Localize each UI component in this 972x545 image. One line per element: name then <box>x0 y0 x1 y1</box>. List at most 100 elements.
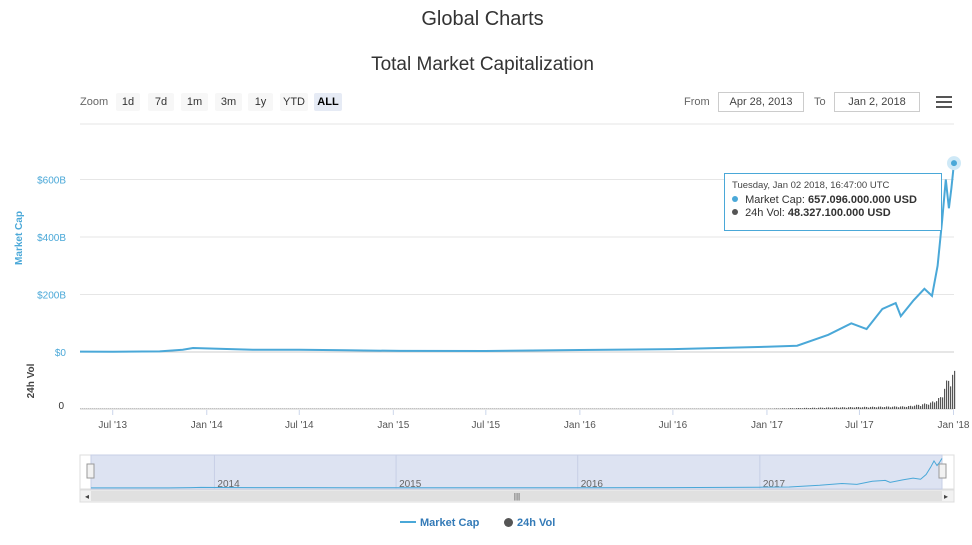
volume-bar <box>896 406 898 409</box>
volume-bar <box>924 403 926 409</box>
hamburger-menu-icon[interactable] <box>936 96 952 110</box>
tooltip-market-cap-label: Market Cap: <box>745 194 805 206</box>
volume-bar <box>838 407 840 409</box>
volume-bar <box>824 407 826 409</box>
volume-bar <box>906 406 908 409</box>
volume-bar <box>910 405 912 409</box>
legend-item-market-cap[interactable]: Market Cap <box>400 517 479 529</box>
volume-bar <box>884 407 886 409</box>
volume-bar <box>868 407 870 409</box>
volume-bar <box>902 406 904 409</box>
volume-bar <box>848 407 850 409</box>
scroll-left-arrow-icon[interactable]: ◂ <box>85 492 89 501</box>
legend-item-24h-vol[interactable]: 24h Vol <box>504 517 555 529</box>
volume-bar <box>806 407 808 409</box>
volume-bar <box>800 408 802 409</box>
volume-bar <box>878 406 880 409</box>
volume-bar <box>892 406 894 409</box>
volume-bar <box>866 406 868 409</box>
scrollbar-grip-icon: ||| <box>514 492 520 501</box>
x-tick-label: Jul '14 <box>285 420 314 431</box>
volume-bar <box>774 408 776 409</box>
volume-bar <box>812 407 814 409</box>
zoom-3m-button[interactable]: 3m <box>215 93 242 111</box>
volume-bar <box>858 406 860 409</box>
volume-bar <box>938 398 940 409</box>
navigator-label: 2015 <box>399 479 422 490</box>
volume-bar <box>826 407 828 409</box>
chart-title: Total Market Capitalization <box>371 54 594 75</box>
to-label: To <box>814 96 826 108</box>
x-tick-label: Jan '14 <box>191 420 223 431</box>
zoom-7d-button[interactable]: 7d <box>148 93 174 111</box>
volume-bar <box>898 407 900 409</box>
volume-bar <box>830 407 832 409</box>
volume-bar <box>860 407 862 409</box>
volume-bar <box>822 407 824 409</box>
volume-bar <box>908 406 910 409</box>
volume-bar <box>840 407 842 409</box>
zoom-1d-button[interactable]: 1d <box>116 93 140 111</box>
navigator-label: 2014 <box>217 479 240 490</box>
zoom-1y-button[interactable]: 1y <box>248 93 273 111</box>
volume-bar <box>828 407 830 409</box>
volume-bar <box>852 407 854 409</box>
scrollbar-thumb[interactable] <box>91 491 942 501</box>
volume-bar <box>874 407 876 409</box>
y-axis-title: Market Cap <box>14 211 25 265</box>
volume-bar <box>784 408 786 409</box>
volume-bar <box>890 407 892 409</box>
market-cap-dot-icon <box>732 196 738 202</box>
volume-bar <box>836 407 838 409</box>
y-tick-label: $600B <box>37 176 66 187</box>
x-tick-label: Jul '13 <box>98 420 127 431</box>
volume-bar <box>850 407 852 409</box>
navigator-label: 2016 <box>581 479 604 490</box>
volume-bar <box>862 407 864 409</box>
x-tick-label: Jul '16 <box>659 420 688 431</box>
market-cap-legend-icon <box>400 521 416 523</box>
page-title: Global Charts <box>421 8 544 30</box>
volume-bar <box>776 408 778 409</box>
zoom-all-button[interactable]: ALL <box>314 93 342 111</box>
volume-legend-icon <box>504 518 513 527</box>
x-tick-label: Jan '16 <box>564 420 596 431</box>
from-date-input[interactable]: Apr 28, 2013 <box>718 92 804 112</box>
from-label: From <box>684 96 710 108</box>
navigator-left-handle[interactable] <box>86 463 95 479</box>
volume-bar <box>922 404 924 409</box>
volume-bar <box>820 407 822 409</box>
volume-bar <box>864 406 866 409</box>
tooltip-market-cap-value: 657.096.000.000 USD <box>808 194 917 206</box>
x-tick-label: Jan '15 <box>377 420 409 431</box>
volume-bar <box>888 406 890 409</box>
scroll-right-arrow-icon[interactable]: ▸ <box>944 492 948 501</box>
navigator-right-handle[interactable] <box>938 463 947 479</box>
x-axis: Jul '13 Jan '14 Jul '14 Jan '15 Jul '15 Jan '… <box>98 410 970 431</box>
volume-bar <box>946 380 948 409</box>
zoom-1m-button[interactable]: 1m <box>181 93 208 111</box>
x-tick-label: Jan '17 <box>751 420 783 431</box>
volume-bar <box>886 406 888 409</box>
volume-bar <box>882 407 884 409</box>
volume-bar <box>842 407 844 409</box>
volume-dot-icon <box>732 209 738 215</box>
volume-bar <box>834 407 836 409</box>
volume-bar <box>804 407 806 409</box>
volume-bar <box>814 407 816 409</box>
chart-grid <box>80 123 954 410</box>
y2-axis-title: 24h Vol <box>26 363 37 398</box>
volume-bar <box>816 408 818 409</box>
to-date-input[interactable]: Jan 2, 2018 <box>834 92 920 112</box>
volume-bar <box>952 374 954 409</box>
volume-bar <box>854 407 856 409</box>
volume-bar <box>940 397 942 409</box>
zoom-ytd-button[interactable]: YTD <box>280 93 308 111</box>
y-tick-label: $200B <box>37 291 66 302</box>
volume-series <box>80 370 956 409</box>
volume-bar <box>790 408 792 409</box>
volume-bar <box>932 401 934 409</box>
legend-market-cap-label: Market Cap <box>420 517 480 529</box>
volume-bar <box>802 408 804 409</box>
